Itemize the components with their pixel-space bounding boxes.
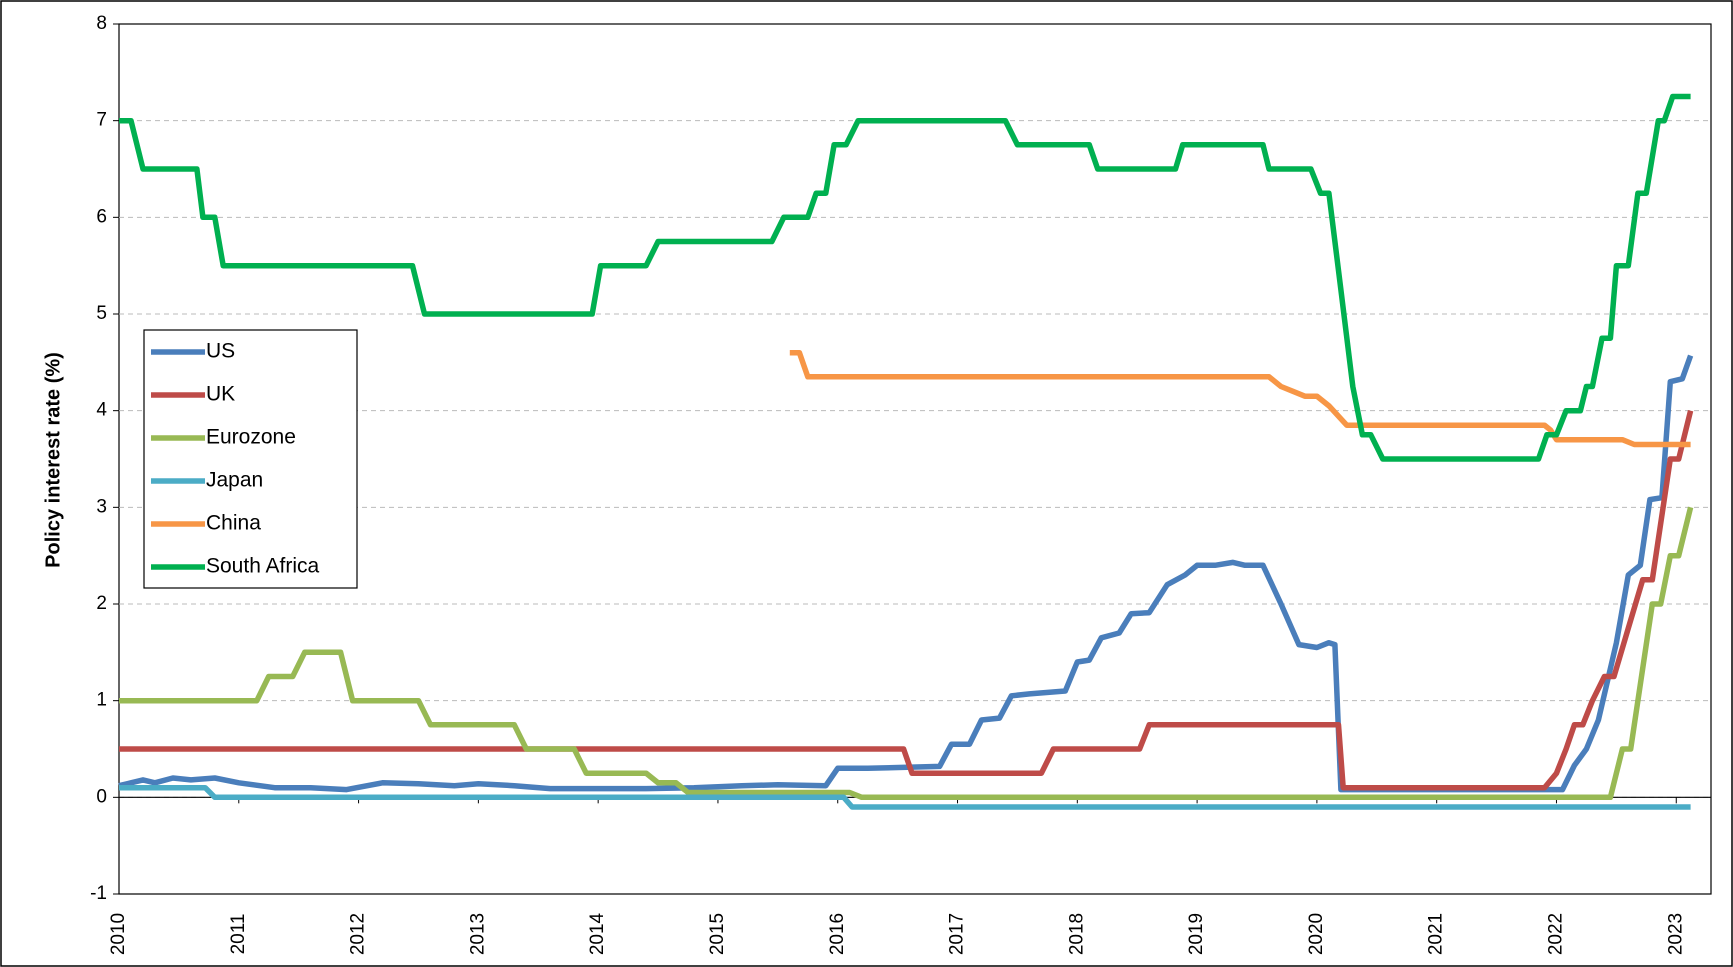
series-line — [119, 410, 1694, 791]
y-tick-label: 6 — [96, 206, 107, 227]
legend-label: US — [206, 340, 235, 363]
legend-label: South Africa — [206, 555, 320, 578]
legend-label: China — [206, 512, 261, 535]
legend-label: UK — [206, 383, 235, 406]
y-tick-label: 4 — [96, 400, 107, 421]
x-tick-label: 2011 — [228, 914, 249, 955]
y-tick-label: 0 — [96, 786, 107, 807]
x-tick-label: 2013 — [467, 913, 488, 955]
x-tick-label: 2020 — [1306, 913, 1327, 955]
x-tick-label: 2014 — [587, 912, 608, 955]
x-tick-label: 2021 — [1426, 913, 1447, 955]
series-line — [789, 349, 1691, 448]
x-tick-label: 2023 — [1665, 913, 1686, 955]
y-tick-label: -1 — [90, 883, 107, 904]
x-tick-label: 2018 — [1066, 913, 1087, 955]
y-tick-label: 2 — [96, 593, 107, 614]
y-axis-label: Policy interest rate (%) — [42, 352, 64, 568]
series-line — [118, 354, 1694, 793]
x-tick-label: 2017 — [947, 913, 968, 955]
legend-label: Eurozone — [206, 426, 296, 449]
x-tick-label: 2022 — [1545, 913, 1566, 955]
y-tick-label: 5 — [96, 303, 107, 324]
series-line — [119, 93, 1691, 462]
y-tick-label: 8 — [96, 13, 107, 34]
x-tick-label: 2010 — [108, 913, 129, 955]
legend-box — [143, 329, 358, 589]
x-tick-label: 2015 — [707, 913, 728, 955]
x-tick-label: 2012 — [348, 913, 369, 955]
plot-area — [118, 23, 1712, 895]
series-line — [119, 784, 1691, 810]
x-tick-label: 2019 — [1186, 913, 1207, 955]
y-tick-label: 3 — [96, 496, 107, 517]
y-tick-label: 7 — [96, 110, 107, 131]
y-tick-label: 1 — [96, 690, 107, 711]
series-line — [119, 506, 1694, 801]
legend-label: Japan — [206, 469, 263, 492]
x-tick-label: 2016 — [827, 913, 848, 955]
